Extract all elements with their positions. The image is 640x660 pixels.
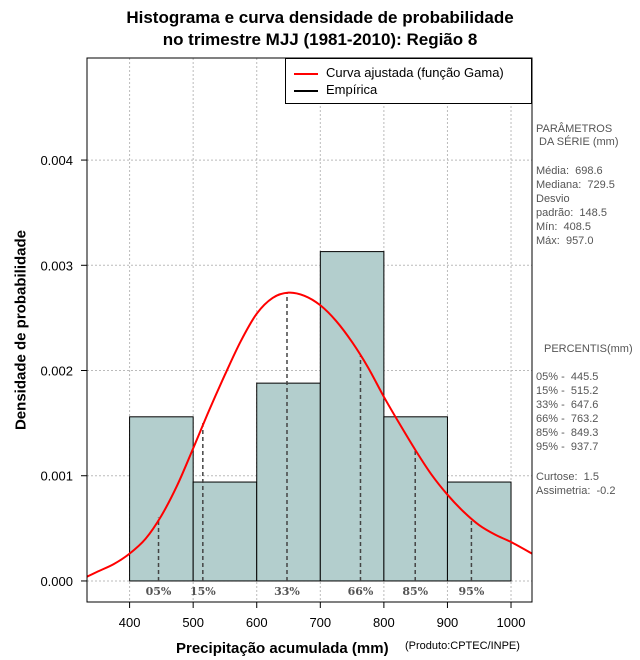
y-tick-label: 0.003 (40, 258, 73, 273)
percentis-p05: 05% - 445.5 (536, 371, 599, 383)
params-max: Máx: 957.0 (536, 235, 594, 247)
legend-label-empirical: Empírica (326, 82, 378, 97)
params-min: Mín: 408.5 (536, 221, 592, 233)
histogram-bar-1 (129, 416, 194, 582)
params-desvio-line1: Desvio (536, 193, 570, 205)
params-media: Média: 698.6 (536, 165, 603, 177)
y-tick-label: 0.004 (40, 153, 73, 168)
percentis-p33: 33% - 647.6 (536, 399, 599, 411)
percentis-assimetria: Assimetria: -0.2 (536, 485, 616, 497)
percentis-p15: 15% - 515.2 (536, 385, 599, 397)
histogram-bar-2 (192, 481, 258, 582)
params-desvio-line2: padrão: 148.5 (536, 207, 607, 219)
legend: Curva ajustada (função Gama) Empírica (285, 58, 532, 104)
x-tick-label: 1000 (497, 615, 526, 630)
y-tick-label: 0.002 (40, 364, 73, 379)
x-tick-label: 800 (373, 615, 395, 630)
y-axis-label: Densidade de probabilidade (12, 229, 30, 431)
percentile-label-15: 15% (190, 585, 216, 598)
percentile-label-05: 05% (146, 585, 172, 598)
histogram-bar-4 (319, 251, 385, 582)
histogram-bar-6 (446, 481, 512, 582)
legend-item-empirical: Empírica (294, 82, 377, 97)
percentile-label-33: 33% (274, 585, 300, 598)
fitted-gamma-curve (87, 291, 532, 578)
product-credit: (Produto:CPTEC/INPE) (405, 640, 520, 652)
legend-swatch-empirical (294, 89, 318, 92)
percentile-label-66: 66% (348, 585, 374, 598)
histogram-bar-3 (256, 382, 321, 582)
chart-title-line1: Histograma e curva densidade de probabil… (126, 8, 514, 27)
legend-label-fitted: Curva ajustada (função Gama) (326, 65, 504, 80)
params-header2: DA SÉRIE (mm) (536, 136, 619, 148)
x-tick-label: 900 (437, 615, 459, 630)
y-tick-label: 0.000 (40, 574, 73, 589)
percentile-label-85: 85% (402, 585, 428, 598)
percentis-p66: 66% - 763.2 (536, 413, 599, 425)
percentis-curtose: Curtose: 1.5 (536, 471, 599, 483)
x-tick-label: 400 (119, 615, 141, 630)
percentis-header: PERCENTIS(mm) (544, 343, 633, 355)
x-axis-label: Precipitação acumulada (mm) (176, 640, 389, 657)
x-tick-label: 700 (309, 615, 331, 630)
x-tick-label: 600 (246, 615, 268, 630)
percentis-p95: 95% - 937.7 (536, 441, 599, 453)
chart-title-line2: no trimestre MJJ (1981-2010): Região 8 (162, 30, 478, 49)
params-header1: PARÂMETROS (536, 123, 613, 135)
percentile-label-95: 95% (459, 585, 485, 598)
legend-swatch-fitted (294, 72, 318, 75)
params-mediana: Mediana: 729.5 (536, 179, 615, 191)
x-tick-label: 500 (182, 615, 204, 630)
legend-item-fitted: Curva ajustada (função Gama) (294, 65, 504, 80)
y-tick-label: 0.001 (40, 469, 73, 484)
percentis-p85: 85% - 849.3 (536, 427, 599, 439)
